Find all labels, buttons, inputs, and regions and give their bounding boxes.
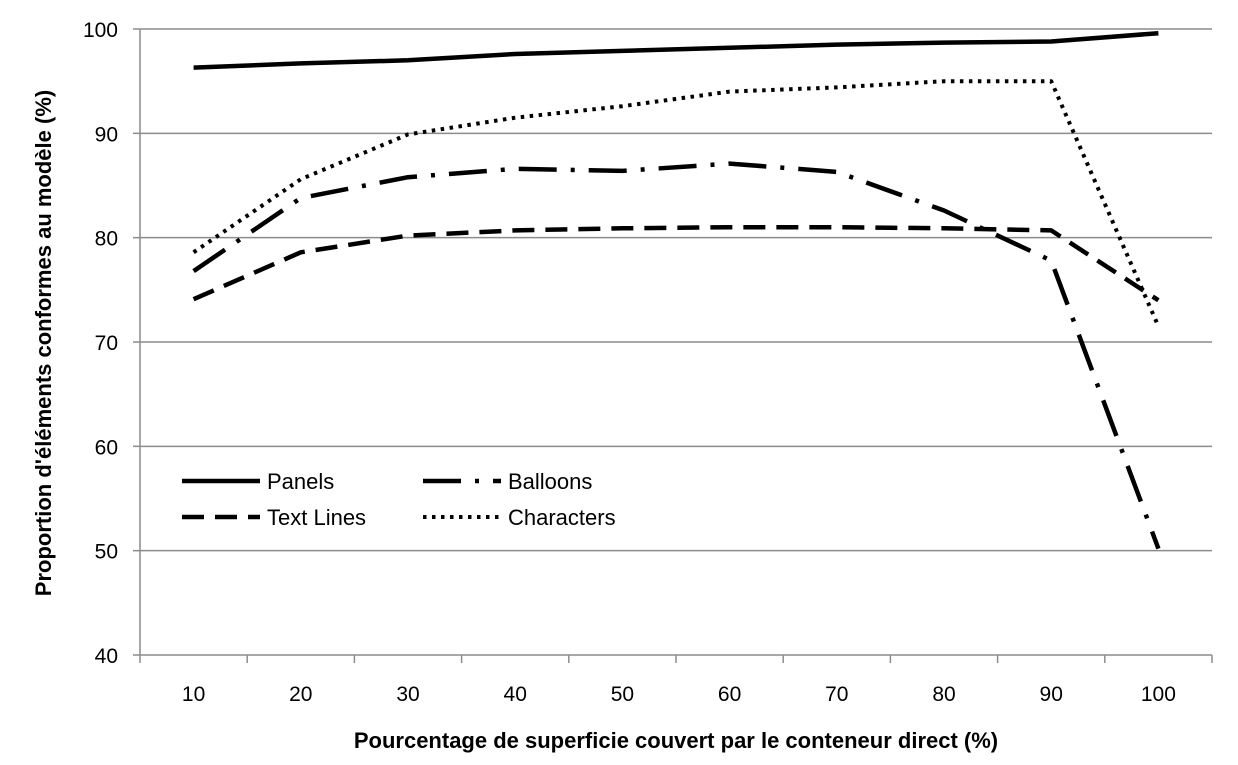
legend-item: Balloons <box>423 469 592 494</box>
legend-item: Panels <box>182 469 334 494</box>
legend-label: Panels <box>267 469 334 494</box>
series-line-characters <box>192 79 1161 328</box>
legend-label: Characters <box>508 505 616 530</box>
series-line-balloons <box>192 161 1161 550</box>
x-tick-label: 30 <box>396 683 419 706</box>
legend-label: Text Lines <box>267 505 366 530</box>
series-line-panels <box>193 30 1159 70</box>
series-lines <box>192 30 1161 550</box>
x-tick-label: 40 <box>504 683 527 706</box>
x-tick-label: 100 <box>1141 683 1176 706</box>
x-tick-label: 20 <box>289 683 312 706</box>
x-axis-title: Pourcentage de superficie couvert par le… <box>354 728 998 753</box>
series-line-text-lines <box>192 224 1160 303</box>
legend: Panels Balloons Text Lines Characters <box>182 469 616 530</box>
x-tick-label: 70 <box>825 683 848 706</box>
legend-item: Characters <box>423 505 616 530</box>
legend-label: Balloons <box>508 469 592 494</box>
tick-labels: 40 50 60 70 80 90 100 10 20 30 40 50 60 70 80 90 100 <box>83 19 1176 706</box>
x-tick-label: 80 <box>932 683 955 706</box>
y-tick-label: 40 <box>95 645 118 668</box>
legend-item: Text Lines <box>182 505 366 530</box>
x-tick-label: 90 <box>1040 683 1063 706</box>
y-tick-label: 80 <box>95 228 118 251</box>
y-axis-title: Proportion d'éléments conformes au modèl… <box>31 90 56 596</box>
y-tick-label: 60 <box>95 436 118 459</box>
x-tick-label: 50 <box>611 683 634 706</box>
x-tick-label: 10 <box>182 683 205 706</box>
y-tick-label: 100 <box>83 19 118 42</box>
y-tick-label: 70 <box>95 332 118 355</box>
x-tick-label: 60 <box>718 683 741 706</box>
y-tick-label: 90 <box>95 123 118 146</box>
gridlines <box>140 28 1212 552</box>
y-tick-label: 50 <box>95 541 118 564</box>
axes <box>133 28 1213 663</box>
